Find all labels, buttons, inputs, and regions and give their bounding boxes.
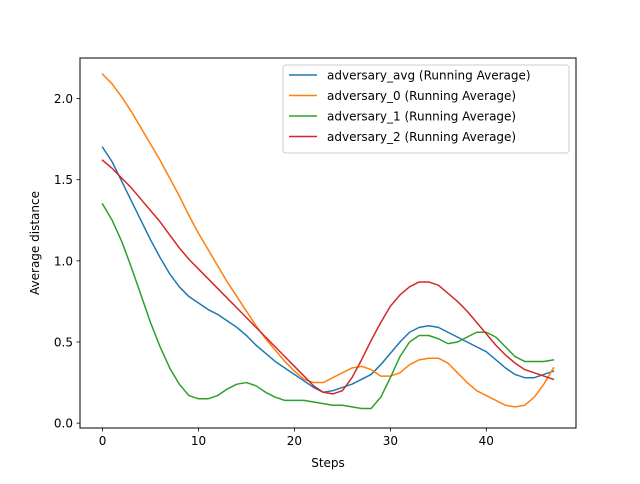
legend: adversary_avg (Running Average) adversary…	[282, 64, 570, 154]
y-tick-label: 2.0	[54, 92, 73, 106]
x-tick-label: 30	[383, 434, 398, 448]
x-axis-ticks: 0 10 20 30 40	[99, 428, 494, 448]
legend-label-0: adversary_avg (Running Average)	[327, 69, 531, 83]
series-line-0	[101, 146, 555, 394]
x-axis-label: Steps	[311, 456, 345, 470]
plot-lines	[101, 73, 555, 410]
x-tick-label: 20	[287, 434, 302, 448]
y-tick-label: 0.0	[54, 417, 73, 431]
y-tick-label: 1.0	[54, 254, 73, 268]
x-tick-label: 40	[479, 434, 494, 448]
legend-label-2: adversary_1 (Running Average)	[327, 110, 516, 124]
y-axis-ticks: 0.0 0.5 1.0 1.5 2.0	[54, 92, 80, 431]
x-tick-label: 10	[191, 434, 206, 448]
y-tick-label: 1.5	[54, 173, 73, 187]
legend-label-1: adversary_0 (Running Average)	[327, 89, 516, 103]
legend-label-3: adversary_2 (Running Average)	[327, 130, 516, 144]
series-line-1	[101, 73, 555, 408]
y-axis-label: Average distance	[28, 191, 42, 295]
series-line-2	[101, 203, 555, 410]
axes-frame	[79, 57, 577, 429]
x-tick-label: 0	[99, 434, 107, 448]
y-tick-label: 0.5	[54, 335, 73, 349]
legend-box	[282, 64, 570, 154]
series-line-3	[101, 159, 555, 395]
